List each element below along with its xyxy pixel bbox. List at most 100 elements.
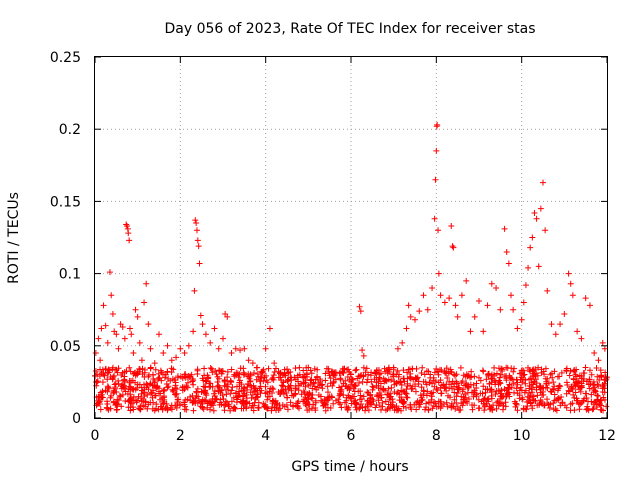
baseline-point [543,380,550,387]
data-point [429,285,436,292]
data-point [181,386,188,393]
baseline-point [527,368,534,375]
data-point [266,325,273,332]
data-point [138,387,145,394]
baseline-point [549,374,556,381]
baseline-point [513,385,520,392]
baseline-point [345,404,352,411]
baseline-point [201,365,208,372]
baseline-point [312,407,319,414]
baseline-point [501,373,508,380]
baseline-point [393,371,400,378]
data-point [305,364,312,371]
data-point [535,263,542,270]
baseline-point [413,406,420,413]
baseline-point [497,390,504,397]
y-tick-label: 0.15 [50,194,81,210]
data-point [207,339,214,346]
baseline-point [454,403,461,410]
data-point [92,350,99,357]
baseline-point [200,377,207,384]
baseline-point [168,365,175,372]
data-point [424,306,431,313]
baseline-point [144,405,151,412]
baseline-point [486,380,493,387]
baseline-point [269,400,276,407]
baseline-point [430,389,437,396]
y-tick-label: 0.25 [50,50,81,66]
baseline-point [201,372,208,379]
data-point [429,380,436,387]
baseline-point [329,368,336,375]
data-point [382,368,389,375]
baseline-point [201,388,208,395]
baseline-point [407,373,414,380]
data-point [156,331,162,338]
baseline-point [161,398,168,405]
baseline-point [473,385,480,392]
data-point [228,350,235,357]
baseline-point [269,374,276,381]
data-point [164,342,171,349]
baseline-point [112,380,119,387]
baseline-point [520,367,527,374]
baseline-point [121,368,128,375]
baseline-point [511,398,518,405]
data-point [435,270,442,277]
baseline-point [435,371,442,378]
baseline-point [161,374,168,381]
baseline-point [147,399,154,406]
data-point [505,386,512,393]
baseline-point [527,399,534,406]
baseline-point [453,371,460,378]
baseline-point [292,365,299,372]
data-point [348,378,354,385]
data-point [181,350,188,357]
baseline-point [238,387,245,394]
baseline-point [287,368,294,375]
data-point [561,311,568,318]
baseline-point [409,365,416,372]
baseline-point [563,367,570,374]
baseline-point [595,382,602,389]
baseline-point [240,405,247,412]
data-point [126,325,133,332]
baseline-point [373,402,380,409]
data-point [548,389,555,396]
baseline-point [506,393,513,400]
baseline-point [517,384,524,391]
data-point [360,352,367,359]
baseline-point [137,406,144,413]
data-point [136,339,143,346]
baseline-point [203,392,210,399]
baseline-point [580,397,586,404]
data-point [94,371,101,378]
baseline-point [192,400,199,407]
baseline-point [529,396,536,403]
baseline-point [251,370,258,377]
baseline-point [490,402,497,409]
baseline-point [434,368,441,375]
baseline-point [540,391,547,398]
data-point [567,280,574,287]
data-point [452,302,459,309]
baseline-point [249,402,256,409]
data-point [582,295,589,302]
baseline-point [313,386,320,393]
baseline-point [438,390,445,397]
baseline-point [107,394,114,401]
data-point [191,287,198,294]
data-point [121,335,128,342]
baseline-point [277,374,284,381]
y-tick-label: 0 [72,411,81,427]
data-point [458,292,465,299]
data-point [330,378,337,385]
baseline-point [265,365,272,372]
data-point [357,308,364,315]
data-point [197,312,204,319]
data-point [514,381,521,388]
baseline-point [322,407,329,414]
x-tick-label: 8 [432,428,441,444]
data-point [199,321,206,328]
baseline-point [460,396,467,403]
